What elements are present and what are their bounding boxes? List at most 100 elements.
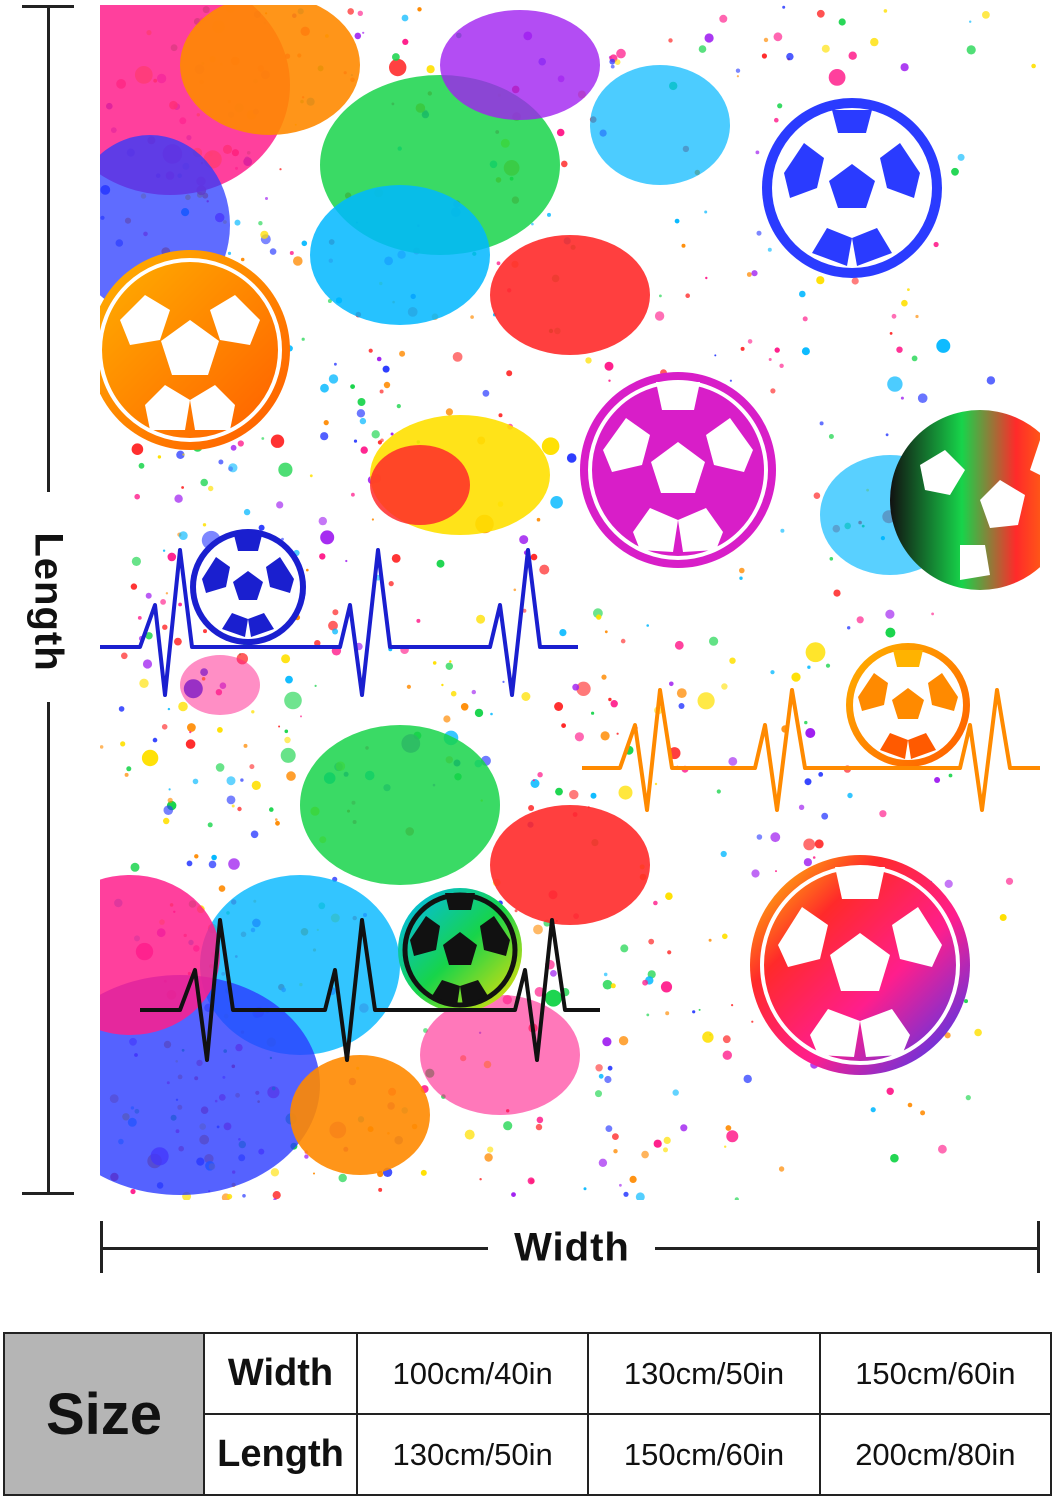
- paint-droplet: [722, 1050, 732, 1060]
- paint-droplet: [704, 33, 714, 43]
- paint-droplet: [121, 652, 128, 660]
- paint-droplet: [226, 795, 236, 805]
- paint-droplet: [530, 779, 540, 788]
- paint-droplet: [178, 701, 188, 712]
- paint-droplet: [885, 627, 896, 638]
- length-marker-bottom-cap: [22, 1192, 74, 1195]
- paint-droplet: [883, 9, 888, 13]
- paint-droplet: [208, 860, 217, 869]
- paint-droplet: [359, 417, 367, 425]
- paint-droplet: [610, 700, 618, 708]
- paint-droplet: [280, 747, 296, 763]
- paint-droplet: [616, 48, 626, 59]
- paint-droplet: [130, 1188, 136, 1195]
- paint-droplet: [178, 602, 182, 607]
- paint-droplet: [595, 1064, 603, 1072]
- paint-droplet: [804, 720, 808, 725]
- size-cell: 130cm/50in: [587, 1332, 821, 1415]
- paint-droplet: [672, 1089, 679, 1096]
- paint-droplet: [100, 745, 104, 749]
- paint-droplet: [137, 616, 142, 620]
- paint-droplet: [1031, 63, 1036, 69]
- paint-droplet: [786, 52, 794, 61]
- paint-droplet: [618, 1036, 629, 1046]
- paint-droplet: [607, 1065, 613, 1071]
- soccer-ball-rainbow-bottomright: [750, 855, 970, 1075]
- paint-droplet: [530, 553, 538, 561]
- paint-droplet: [284, 691, 302, 710]
- size-cell: 200cm/80in: [818, 1413, 1053, 1496]
- size-header: Size: [3, 1332, 205, 1496]
- paint-droplet: [819, 421, 824, 426]
- paint-droplet: [351, 492, 355, 497]
- paint-droplet: [802, 316, 808, 322]
- paint-droplet: [503, 1121, 513, 1131]
- paint-droplet: [347, 8, 354, 15]
- paint-droplet: [445, 662, 453, 670]
- paint-droplet: [278, 462, 293, 477]
- paint-droplet: [357, 10, 363, 16]
- paint-droplet: [911, 355, 918, 362]
- paint-droplet: [648, 938, 655, 945]
- paint-droplet: [722, 933, 728, 940]
- paint-droplet: [354, 32, 362, 40]
- paint-droplet: [665, 1011, 670, 1016]
- paint-droplet: [900, 63, 909, 72]
- paint-droplet: [585, 357, 592, 364]
- paint-droplet: [1005, 877, 1014, 885]
- paint-droplet: [227, 251, 232, 255]
- paint-droplet: [436, 559, 445, 568]
- paint-droplet: [464, 1129, 475, 1140]
- paint-droplet: [120, 741, 126, 747]
- paint-droplet: [646, 624, 649, 627]
- paint-droplet: [680, 1124, 688, 1132]
- paint-droplet: [537, 772, 543, 778]
- paint-droplet: [576, 681, 591, 696]
- size-cell: 130cm/50in: [355, 1413, 590, 1496]
- paint-droplet: [603, 972, 608, 977]
- paint-droplet: [665, 892, 673, 900]
- paint-droplet: [731, 1004, 734, 1007]
- paint-droplet: [328, 374, 339, 384]
- soccer-ball-magenta-center: [580, 372, 776, 568]
- paint-droplet: [270, 434, 285, 448]
- paint-droplet: [203, 629, 207, 634]
- paint-droplet: [569, 789, 579, 800]
- paint-droplet: [306, 568, 309, 572]
- paint-droplet: [729, 379, 733, 382]
- paint-droplet: [886, 1087, 894, 1096]
- paint-droplet: [554, 702, 564, 711]
- paint-droplet: [938, 1144, 947, 1154]
- paint-droplet: [598, 1158, 608, 1168]
- paint-droplet: [678, 703, 685, 709]
- paint-droplet: [130, 583, 138, 590]
- paint-droplet: [951, 167, 959, 176]
- paint-droplet: [547, 212, 551, 217]
- paint-droplet: [513, 588, 517, 592]
- paint-droplet: [502, 680, 505, 684]
- paint-droplet: [392, 53, 400, 61]
- paint-droplet: [450, 690, 457, 697]
- paint-droplet: [747, 339, 753, 344]
- paint-droplet: [605, 1125, 613, 1132]
- length-label: Length: [26, 532, 71, 672]
- paint-droplet: [755, 150, 760, 155]
- paint-droplet: [574, 732, 584, 742]
- paint-droplet: [934, 777, 941, 783]
- heartbeat-line-orange: [582, 688, 1040, 812]
- paint-droplet: [243, 743, 248, 748]
- paint-droplet: [964, 999, 968, 1004]
- paint-droplet: [286, 771, 296, 781]
- paint-droplet: [168, 788, 171, 791]
- paint-droplet: [609, 58, 616, 65]
- paint-droplet: [620, 638, 626, 644]
- paint-droplet: [323, 420, 329, 426]
- paint-droplet: [572, 683, 580, 691]
- paint-droplet: [944, 1032, 951, 1039]
- paint-droplet: [907, 288, 910, 291]
- paint-droplet: [763, 37, 769, 43]
- soccer-ball-green-heartbeat: [398, 888, 522, 1012]
- paint-droplet: [610, 64, 615, 69]
- paint-droplet: [777, 103, 783, 109]
- paint-droplet: [142, 659, 153, 669]
